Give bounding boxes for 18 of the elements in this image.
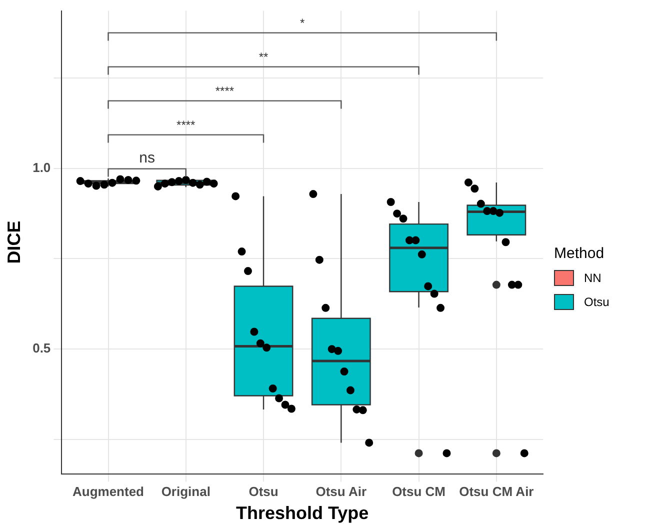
x-tick-label: Otsu CM xyxy=(392,484,446,500)
legend-label: Otsu xyxy=(584,295,610,309)
x-tick-label: Otsu xyxy=(248,484,278,500)
x-tick-label: Original xyxy=(161,484,210,500)
y-tick-label: 1.0 xyxy=(32,160,51,175)
legend-label: NN xyxy=(584,271,602,285)
x-tick-label: Otsu Air xyxy=(316,484,367,500)
x-axis-title: Threshold Type xyxy=(236,503,369,524)
legend-title: Method xyxy=(554,245,606,262)
annotation: ns xyxy=(139,149,155,166)
annotation: **** xyxy=(176,118,196,132)
annotation: ** xyxy=(258,50,269,64)
annotation: * xyxy=(300,16,305,30)
annotation: **** xyxy=(215,84,234,98)
y-axis-title: DICE xyxy=(4,220,24,264)
x-tick-label: Augmented xyxy=(72,484,144,500)
x-tick-label: Otsu CM Air xyxy=(459,484,534,500)
y-tick-label: 0.5 xyxy=(32,340,51,356)
